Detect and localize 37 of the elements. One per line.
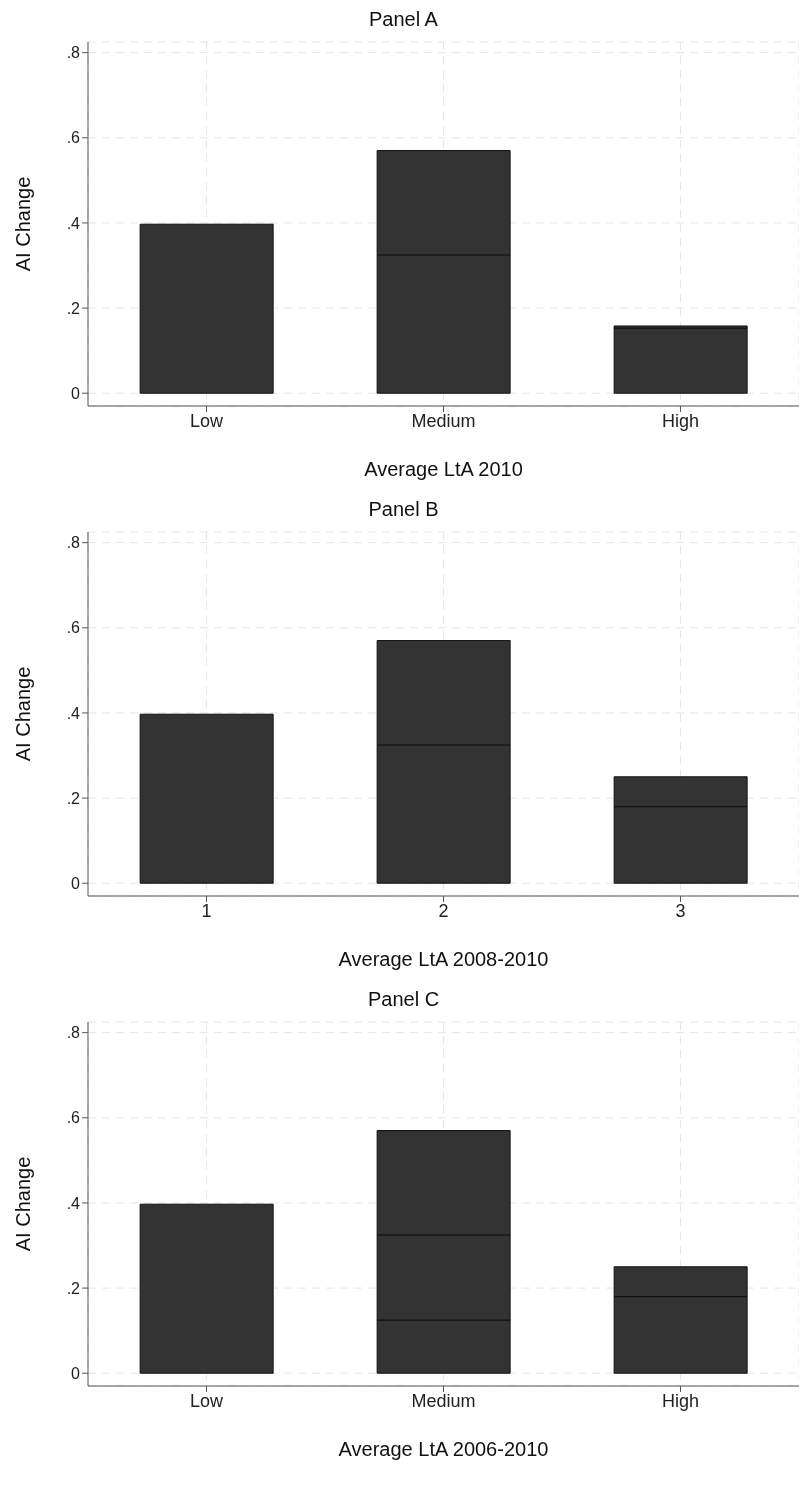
x-tick-label: 2 [438, 900, 449, 921]
y-tick-label: .6 [66, 619, 81, 637]
x-tick-label: Medium [411, 1390, 476, 1411]
x-tick-label: Medium [411, 410, 476, 431]
x-tick-label: 3 [675, 900, 686, 921]
y-tick-label: .4 [66, 1194, 81, 1212]
y-tick-label: .8 [66, 1024, 81, 1042]
x-tick-label: Low [189, 1390, 225, 1411]
x-tick-label: 1 [201, 900, 212, 921]
x-tick-label: High [661, 1390, 700, 1411]
y-axis-title: AI Change [12, 666, 35, 762]
bar [139, 1203, 274, 1374]
y-tick-label: .2 [66, 1279, 81, 1297]
x-axis-title: Average LtA 2006-2010 [338, 1438, 549, 1460]
bar [139, 223, 274, 394]
y-tick-label: 0 [71, 384, 81, 402]
y-tick-label: .4 [66, 214, 81, 232]
y-tick-label: .6 [66, 129, 81, 147]
x-tick-label: High [661, 410, 700, 431]
chart-title: Panel B [367, 498, 440, 522]
y-tick-label: .4 [66, 704, 81, 722]
x-tick-label: Low [189, 410, 225, 431]
y-axis-title: AI Change [12, 176, 35, 272]
bar [613, 327, 748, 394]
chart-title: Panel A [368, 8, 439, 32]
x-axis-title: Average LtA 2010 [364, 458, 523, 480]
y-tick-label: .8 [66, 44, 81, 62]
y-tick-label: .8 [66, 534, 81, 552]
y-tick-label: 0 [71, 1364, 81, 1382]
y-tick-label: 0 [71, 874, 81, 892]
y-axis-title: AI Change [12, 1156, 35, 1252]
y-tick-label: .2 [66, 789, 81, 807]
chart-title: Panel C [366, 988, 441, 1012]
x-axis-title: Average LtA 2008-2010 [338, 948, 549, 970]
y-tick-label: .6 [66, 1109, 81, 1127]
bar [139, 713, 274, 884]
y-tick-label: .2 [66, 299, 81, 317]
